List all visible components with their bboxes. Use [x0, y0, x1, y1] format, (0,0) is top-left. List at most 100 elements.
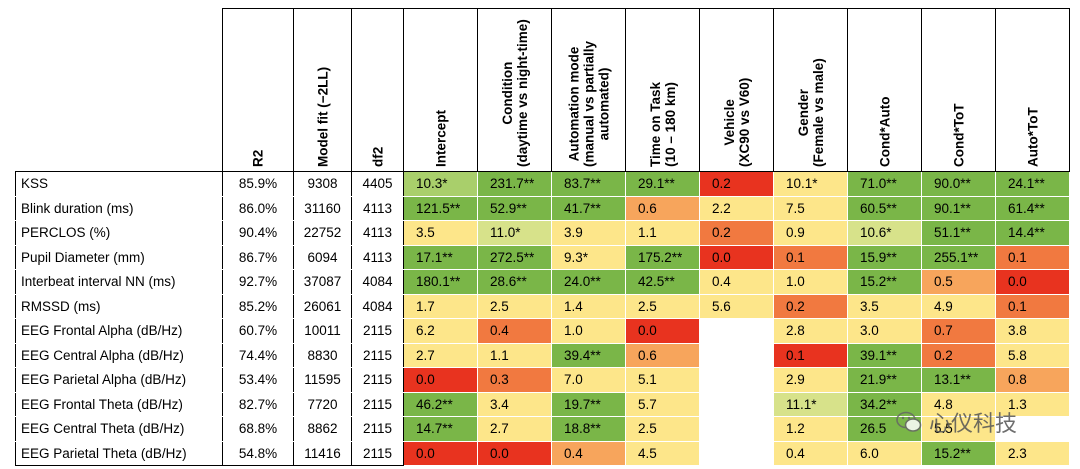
model-fit-value: 22752	[293, 220, 352, 246]
effect-cell: 1.0	[773, 269, 848, 295]
effect-cell: 255.1**	[921, 245, 996, 270]
header-effect-label: Cond*Auto	[877, 97, 892, 167]
header-effect-line: (XC90 vs V60)	[736, 77, 752, 167]
effect-cell: 11.1*	[773, 392, 848, 417]
df2-value: 4113	[351, 245, 404, 270]
model-fit-value: 31160	[293, 196, 352, 221]
effect-cell: 231.7**	[477, 171, 552, 197]
header-effect-line: (10 – 180 km)	[662, 82, 678, 167]
watermark-text: 心仪科技	[929, 411, 1018, 436]
effect-cell: 39.1**	[847, 343, 922, 368]
table-row: Pupil Diameter (mm) 86.7% 6094 4113 17.1** 27…	[15, 245, 1070, 270]
effect-cell	[995, 416, 1070, 442]
header-effect: Gender (Female vs male)	[773, 8, 848, 172]
model-fit-value: 8830	[293, 343, 352, 368]
effect-cell: 2.5	[625, 416, 700, 442]
table-body: KSS 85.9% 9308 4405 10.3* 231.7** 83.7** 29.1**…	[15, 171, 1070, 466]
df2-value: 4084	[351, 269, 404, 295]
row-label: EEG Parietal Alpha (dB/Hz)	[15, 367, 223, 393]
effect-cell: 0.2	[773, 294, 848, 319]
row-label: EEG Central Theta (dB/Hz)	[15, 416, 223, 442]
model-fit-value: 10011	[293, 318, 352, 344]
row-label: Blink duration (ms)	[15, 196, 223, 221]
row-label: RMSSD (ms)	[15, 294, 223, 319]
table-row: KSS 85.9% 9308 4405 10.3* 231.7** 83.7** 29.1**…	[15, 171, 1070, 197]
header-effect: Intercept	[403, 8, 478, 172]
effect-cell	[699, 416, 774, 442]
header-effect-label: Condition (daytime vs night-time)	[500, 19, 530, 167]
effect-cell: 6.2	[403, 318, 478, 344]
effect-cell: 17.1**	[403, 245, 478, 270]
effect-cell: 3.9	[551, 220, 626, 246]
row-label: EEG Central Alpha (dB/Hz)	[15, 343, 223, 368]
header-effect-line: (Female vs male)	[810, 58, 826, 167]
header-effect-label: Time on Task (10 – 180 km)	[648, 82, 678, 167]
effect-cell: 7.0	[551, 367, 626, 393]
header-r2: R2	[222, 8, 294, 172]
effect-cell: 5.8	[995, 343, 1070, 368]
effect-cell: 0.2	[921, 343, 996, 368]
corner-cell	[15, 8, 223, 172]
effect-cell: 60.5**	[847, 196, 922, 221]
effect-cell: 0.1	[995, 294, 1070, 319]
watermark: 心仪科技	[895, 404, 1045, 440]
r2-value: 53.4%	[222, 367, 294, 393]
table-row: RMSSD (ms) 85.2% 26061 4084 1.7 2.5 1.4 2.5 5.6 0…	[15, 294, 1070, 319]
df2-value: 4113	[351, 220, 404, 246]
effect-cell: 83.7**	[551, 171, 626, 197]
table-row: PERCLOS (%) 90.4% 22752 4113 3.5 11.0* 3.9 1.1 0…	[15, 220, 1070, 246]
effect-cell: 272.5**	[477, 245, 552, 270]
header-effect-line: Condition	[499, 61, 515, 125]
header-effect-line: Time on Task	[647, 81, 663, 167]
df2-value: 2115	[351, 318, 404, 344]
header-effect-line: (manual vs partially	[581, 40, 596, 167]
effect-cell: 0.2	[699, 171, 774, 197]
effect-cell: 7.5	[773, 196, 848, 221]
effect-cell: 0.4	[477, 318, 552, 344]
effect-cell: 4.9	[921, 294, 996, 319]
row-label: Pupil Diameter (mm)	[15, 245, 223, 270]
r2-value: 90.4%	[222, 220, 294, 246]
effect-cell: 10.3*	[403, 171, 478, 197]
header-effect-line: Gender	[795, 88, 811, 137]
effect-cell: 5.7	[625, 392, 700, 417]
effect-cell: 0.6	[625, 196, 700, 221]
header-effect-line: automated)	[596, 67, 611, 141]
effect-cell: 61.4**	[995, 196, 1070, 221]
r2-value: 85.2%	[222, 294, 294, 319]
effect-cell: 10.1*	[773, 171, 848, 197]
effect-cell: 6.0	[847, 441, 922, 466]
table-row: EEG Parietal Theta (dB/Hz) 54.8% 11416 2115…	[15, 441, 1070, 466]
effect-cell: 1.2	[773, 416, 848, 442]
header-model-fit-label: Model fit (−2LL)	[315, 66, 330, 167]
effect-cell: 0.6	[625, 343, 700, 368]
effect-cell: 0.1	[995, 245, 1070, 270]
row-label: Interbeat interval NN (ms)	[15, 269, 223, 295]
r2-value: 92.7%	[222, 269, 294, 295]
effect-cell: 1.1	[477, 343, 552, 368]
effect-cell: 90.1**	[921, 196, 996, 221]
effect-cell: 42.5**	[625, 269, 700, 295]
effect-cell: 5.6	[699, 294, 774, 319]
table-row: EEG Frontal Alpha (dB/Hz) 60.7% 10011 2115 6…	[15, 318, 1070, 344]
effect-cell: 3.8	[995, 318, 1070, 344]
header-df2: df2	[351, 8, 404, 172]
model-fit-value: 37087	[293, 269, 352, 295]
effect-cell: 3.5	[403, 220, 478, 246]
header-effect-line: Cond*Auto	[877, 96, 892, 167]
effect-cell: 3.0	[847, 318, 922, 344]
header-effect: Vehicle (XC90 vs V60)	[699, 8, 774, 172]
effect-cell: 0.9	[773, 220, 848, 246]
effect-cell: 0.0	[477, 441, 552, 466]
effect-cell: 46.2**	[403, 392, 478, 417]
row-label: EEG Frontal Theta (dB/Hz)	[15, 392, 223, 417]
r2-value: 68.8%	[222, 416, 294, 442]
effect-cell: 39.4**	[551, 343, 626, 368]
effect-cell: 41.7**	[551, 196, 626, 221]
effect-cell: 175.2**	[625, 245, 700, 270]
effect-cell: 0.8	[995, 367, 1070, 393]
df2-value: 2115	[351, 392, 404, 417]
effect-cell: 0.7	[921, 318, 996, 344]
df2-value: 2115	[351, 343, 404, 368]
r2-value: 74.4%	[222, 343, 294, 368]
